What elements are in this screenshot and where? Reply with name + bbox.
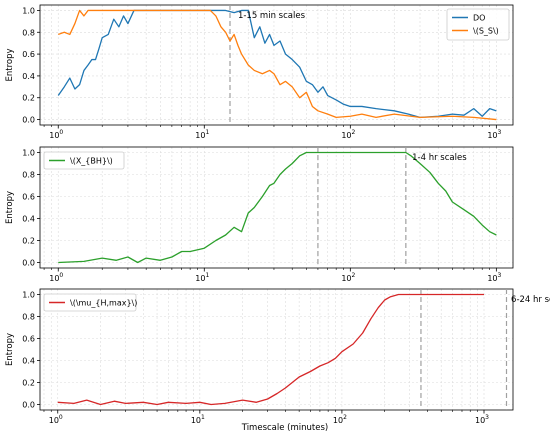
panel-1: 0.0 0.2 0.4 0.6 0.8 1.0 100 101 102 103 Entropy 1-1… — [5, 4, 514, 140]
series-line-1 — [57, 293, 484, 406]
series-line-1 — [58, 151, 497, 264]
y-tick-label: 0.8 — [22, 313, 35, 322]
legend-label: DO — [473, 14, 485, 23]
y-tick-label: 0.6 — [22, 193, 35, 202]
axes-frame — [39, 288, 514, 411]
panels: 0.0 0.2 0.4 0.6 0.8 1.0 100 101 102 103 Entropy 1-1… — [5, 4, 550, 425]
legend-box — [43, 151, 125, 170]
series-line-1 — [57, 9, 497, 119]
y-tick-label: 1.0 — [22, 149, 35, 158]
panel-3: 0.0 0.2 0.4 0.6 0.8 1.0 100 101 102 103 Entropy 6-2… — [5, 288, 550, 425]
x-tick-label: 103 — [487, 272, 501, 283]
legend: DO \(S_S\) — [446, 8, 510, 41]
x-tick-label: 102 — [341, 129, 355, 140]
y-tick-label: 0.6 — [22, 335, 35, 344]
legend-label: \(X_{BH}\) — [70, 157, 113, 166]
legend: \(\mu_{H,max}\) — [43, 293, 137, 312]
scale-annotation: 1-4 hr scales — [412, 153, 467, 163]
legend-label: \(\mu_{H,max}\) — [70, 299, 137, 308]
y-tick-label: 0.2 — [22, 237, 35, 246]
y-tick-label: 0.4 — [22, 215, 35, 224]
x-tick-label: 103 — [475, 414, 489, 425]
y-tick-label: 0.2 — [22, 94, 35, 103]
legend-label: \(S_S\) — [473, 27, 499, 36]
x-tick-label: 102 — [333, 414, 347, 425]
x-tick-label: 100 — [49, 272, 63, 283]
series-line-2 — [58, 9, 497, 121]
axes-frame — [39, 4, 514, 126]
y-axis-label: Entropy — [5, 48, 15, 81]
panel-2: 0.0 0.2 0.4 0.6 0.8 1.0 100 101 102 103 Entropy 1-4… — [5, 146, 514, 283]
x-tick-label: 103 — [487, 129, 501, 140]
x-tick-label: 101 — [195, 129, 209, 140]
y-tick-label: 0.8 — [22, 28, 35, 37]
y-tick-label: 0.0 — [22, 259, 35, 268]
scale-annotation: 1-15 min scales — [238, 11, 306, 21]
y-tick-label: 0.4 — [22, 357, 35, 366]
x-tick-label: 100 — [49, 129, 63, 140]
legend-box — [43, 293, 137, 312]
scale-annotation: 6-24 hr scales — [511, 295, 550, 305]
x-tick-label: 101 — [191, 414, 205, 425]
x-tick-label: 100 — [49, 414, 63, 425]
y-tick-label: 0.0 — [22, 401, 35, 410]
y-tick-label: 0.8 — [22, 171, 35, 180]
legend: \(X_{BH}\) — [43, 151, 125, 170]
y-axis-label: Entropy — [5, 191, 15, 224]
axes-frame — [39, 146, 514, 269]
x-tick-label: 101 — [195, 272, 209, 283]
x-tick-label: 102 — [341, 272, 355, 283]
x-axis-label: Timescale (minutes) — [241, 423, 328, 433]
y-tick-label: 0.6 — [22, 50, 35, 59]
y-tick-label: 1.0 — [22, 291, 35, 300]
y-tick-label: 0.2 — [22, 379, 35, 388]
y-tick-label: 1.0 — [22, 6, 35, 15]
y-axis-label: Entropy — [5, 333, 15, 366]
y-tick-label: 0.0 — [22, 116, 35, 125]
y-tick-label: 0.4 — [22, 72, 35, 81]
